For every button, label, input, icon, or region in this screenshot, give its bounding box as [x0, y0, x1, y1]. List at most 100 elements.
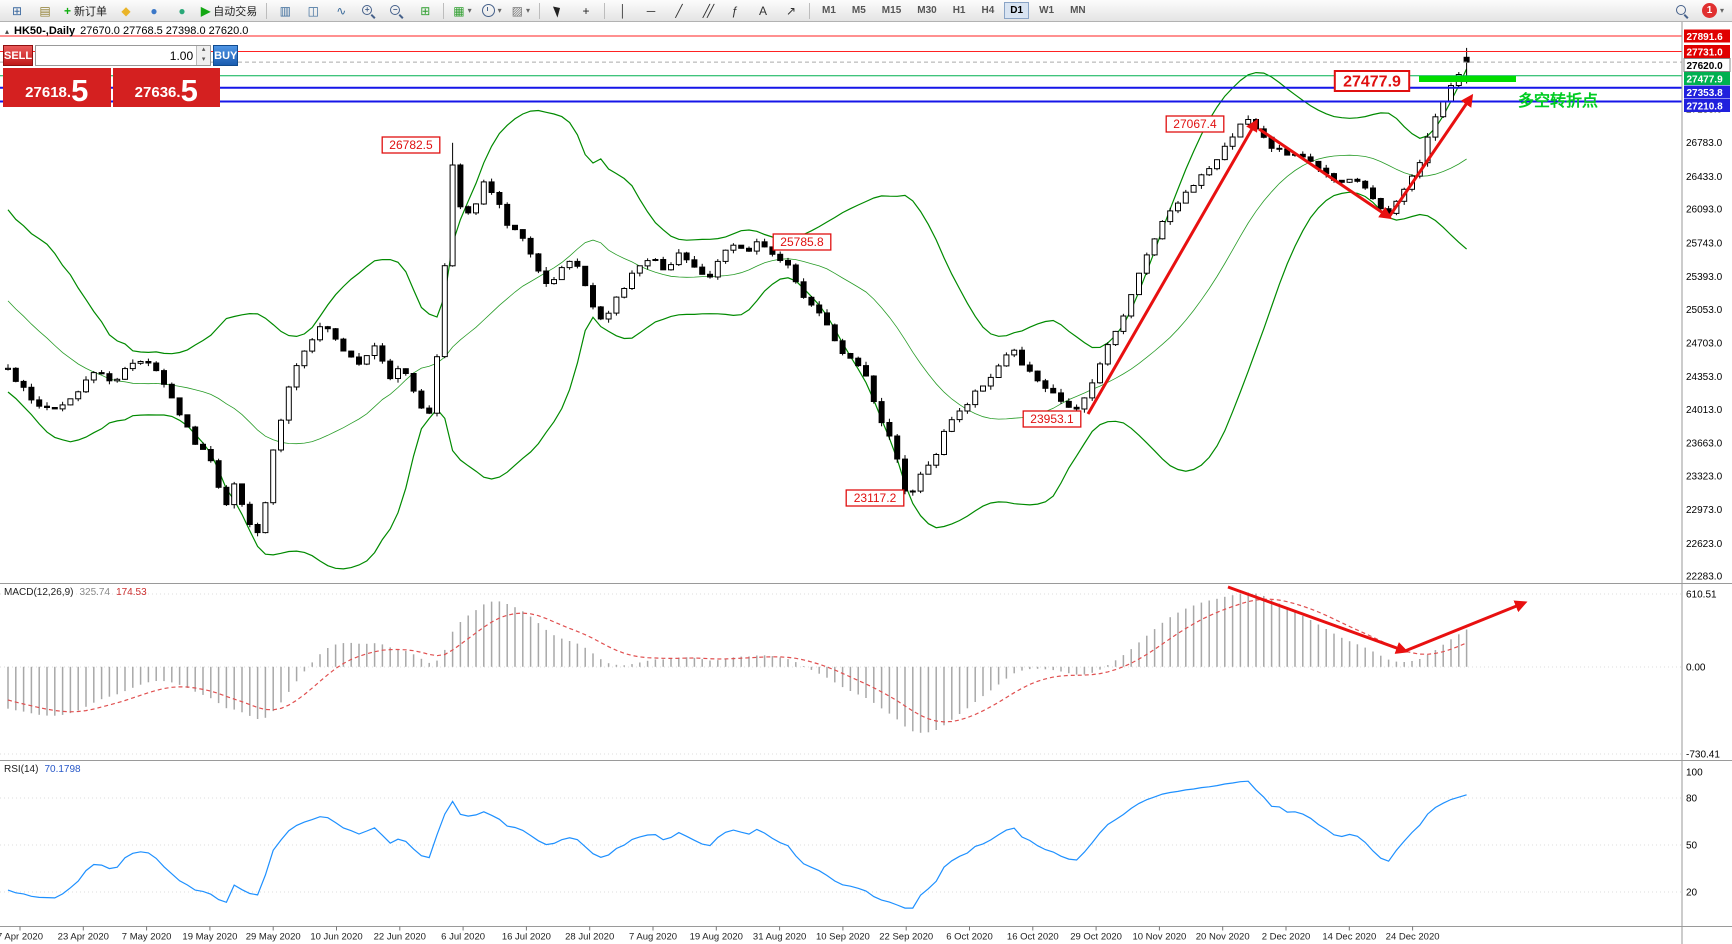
timeframe-m15-button[interactable]: M15 — [881, 5, 902, 16]
toolbar-separator — [808, 2, 810, 19]
swing-price-label-box[interactable] — [381, 136, 441, 154]
toolbar-separator — [443, 2, 445, 19]
toolbar-separator — [266, 2, 268, 19]
lot-decrease-button[interactable]: ▾ — [197, 55, 211, 65]
price-axis-label: 25393.0 — [1686, 272, 1723, 283]
timeframe-m5-button[interactable]: M5 — [851, 5, 866, 16]
timeframe-d1-button[interactable]: D1 — [1004, 2, 1030, 19]
swing-price-label-box[interactable] — [1022, 410, 1082, 428]
price-tag-label: 27353.8 — [1687, 88, 1724, 99]
bollinger-upper-band — [7, 68, 1468, 355]
swing-price-label-box[interactable] — [1333, 70, 1411, 92]
trend-arrow[interactable] — [1086, 118, 1258, 415]
templates-menu[interactable]: ▨ ▾ — [511, 3, 530, 18]
price-axis-label: 23663.0 — [1686, 439, 1723, 450]
sell-button[interactable]: SELL — [3, 45, 34, 66]
timeframe-w1-button[interactable]: W1 — [1039, 5, 1055, 16]
buy-button[interactable]: BUY — [213, 45, 239, 66]
timeframe-h4-button[interactable]: H4 — [981, 5, 995, 16]
candles — [5, 47, 1470, 537]
channel-tool-icon[interactable]: ╱╱ — [702, 3, 715, 18]
trendline-tool-icon[interactable]: ╱ — [675, 3, 683, 18]
macd-axis-label: 0.00 — [1686, 663, 1706, 674]
zoom-in-icon[interactable]: + — [356, 1, 382, 21]
periods-menu[interactable]: ▾ — [478, 1, 506, 21]
time-axis-label: 23 Apr 2020 — [58, 932, 109, 943]
time-axis-label: 29 May 2020 — [246, 932, 301, 943]
text-tool-icon[interactable]: A — [758, 3, 767, 18]
swing-price-label-box[interactable] — [772, 233, 832, 251]
time-axis-label: 31 Aug 2020 — [753, 932, 806, 943]
price-axis-label: 22283.0 — [1686, 572, 1723, 583]
sell-price-small: 27618. — [25, 84, 72, 101]
profiles-icon[interactable]: ▤ — [39, 3, 51, 18]
price-axis-label: 22623.0 — [1686, 539, 1723, 550]
auto-trading-button[interactable]: ▶ 自动交易 — [201, 3, 258, 18]
new-order-button[interactable]: + 新订单 — [64, 3, 108, 18]
buy-price-small: 27636. — [134, 84, 181, 101]
notifications-badge[interactable]: 1 ▾ — [1698, 1, 1728, 21]
time-axis-label: 22 Sep 2020 — [879, 932, 933, 943]
time-axis-label: 29 Oct 2020 — [1070, 932, 1122, 943]
search-icon[interactable] — [1670, 1, 1696, 21]
time-axis-label: 10 Nov 2020 — [1132, 932, 1186, 943]
arrows-tool-icon[interactable]: ↗ — [785, 3, 797, 18]
lot-size-input[interactable] — [36, 46, 197, 65]
line-chart-mode-icon[interactable]: ∿ — [336, 3, 347, 18]
timeframe-mn-button[interactable]: MN — [1070, 5, 1086, 16]
macd-main-value: 325.74 — [79, 587, 111, 598]
zoom-out-icon[interactable]: − — [384, 1, 410, 21]
rsi-line — [7, 780, 1467, 909]
time-axis-label: 6 Oct 2020 — [946, 932, 992, 943]
fibonacci-tool-icon[interactable]: ƒ — [731, 3, 739, 18]
price-axis-label: 24703.0 — [1686, 339, 1723, 350]
macd-axis-label: 610.51 — [1686, 590, 1717, 601]
collapse-triangle-icon[interactable]: ▴ — [5, 26, 10, 36]
price-tag — [1684, 29, 1730, 43]
time-axis-label: 24 Dec 2020 — [1386, 932, 1440, 943]
community-icon[interactable]: ● — [150, 3, 158, 18]
swing-price-label-box[interactable] — [845, 489, 905, 507]
lot-increase-button[interactable]: ▴ — [197, 46, 211, 56]
swing-price-label: 27477.9 — [1343, 74, 1401, 91]
time-axis-label: 7 Aug 2020 — [629, 932, 677, 943]
bar-chart-mode-icon[interactable]: ▥ — [279, 3, 291, 18]
cursor-tool[interactable] — [545, 1, 571, 21]
horizontal-line-tool-icon[interactable]: ─ — [646, 3, 656, 18]
signals-icon[interactable]: ● — [178, 3, 186, 18]
tile-windows-icon[interactable]: ⊞ — [420, 3, 431, 18]
time-axis-label: 7 Apr 2020 — [0, 932, 43, 943]
buy-price-big-digit: 5 — [180, 73, 198, 109]
macd-axis-label: -730.41 — [1686, 750, 1720, 761]
swing-price-label-box[interactable] — [1165, 115, 1225, 133]
timeframe-m30-button[interactable]: M30 — [917, 5, 937, 16]
candlestick-mode-icon[interactable]: ◫ — [307, 3, 319, 18]
time-axis-label: 14 Dec 2020 — [1322, 932, 1376, 943]
price-tag-label: 27477.9 — [1687, 74, 1724, 85]
new-chart-icon[interactable]: ⊞ — [11, 3, 23, 18]
trend-arrow[interactable] — [1404, 600, 1528, 653]
time-axis-label: 22 Jun 2020 — [374, 932, 426, 943]
sell-price-big-digit: 5 — [71, 73, 89, 109]
sell-price-display[interactable]: 27618. 5 — [3, 68, 111, 107]
buy-price-display[interactable]: 27636. 5 — [112, 68, 220, 109]
timeframe-m1-button[interactable]: M1 — [821, 5, 836, 16]
rsi-axis-label: 50 — [1686, 841, 1698, 852]
ohlc-values: 27670.0 27768.5 27398.0 27620.0 — [80, 25, 249, 37]
crosshair-tool-icon[interactable]: + — [582, 3, 590, 18]
toolbar: ⊞ ▤ + 新订单 ◆ ● ● ▶ 自动交易 ▥ ◫ ∿ + − ⊞ ▦ ▾ ▾ ▨ ▾ + │ ─ ╱ ╱╱ ƒ A ↗ M1 M5 M1… — [0, 0, 1732, 22]
vertical-line-tool-icon[interactable]: │ — [619, 3, 627, 18]
rsi-value: 70.1798 — [44, 764, 81, 775]
price-axis-label: 26783.0 — [1686, 138, 1723, 149]
timeframe-h1-button[interactable]: H1 — [952, 5, 966, 16]
trend-arrow[interactable] — [1258, 127, 1393, 220]
trend-arrow[interactable] — [1227, 585, 1409, 654]
price-tag — [1683, 58, 1731, 72]
price-axis-label: 25053.0 — [1686, 305, 1723, 316]
time-axis-label: 16 Jul 2020 — [502, 932, 551, 943]
indicators-menu[interactable]: ▦ ▾ — [453, 3, 472, 18]
price-axis-label: 26433.0 — [1686, 172, 1723, 183]
mql-market-icon[interactable]: ◆ — [121, 3, 131, 18]
trend-arrow[interactable] — [1387, 93, 1474, 218]
